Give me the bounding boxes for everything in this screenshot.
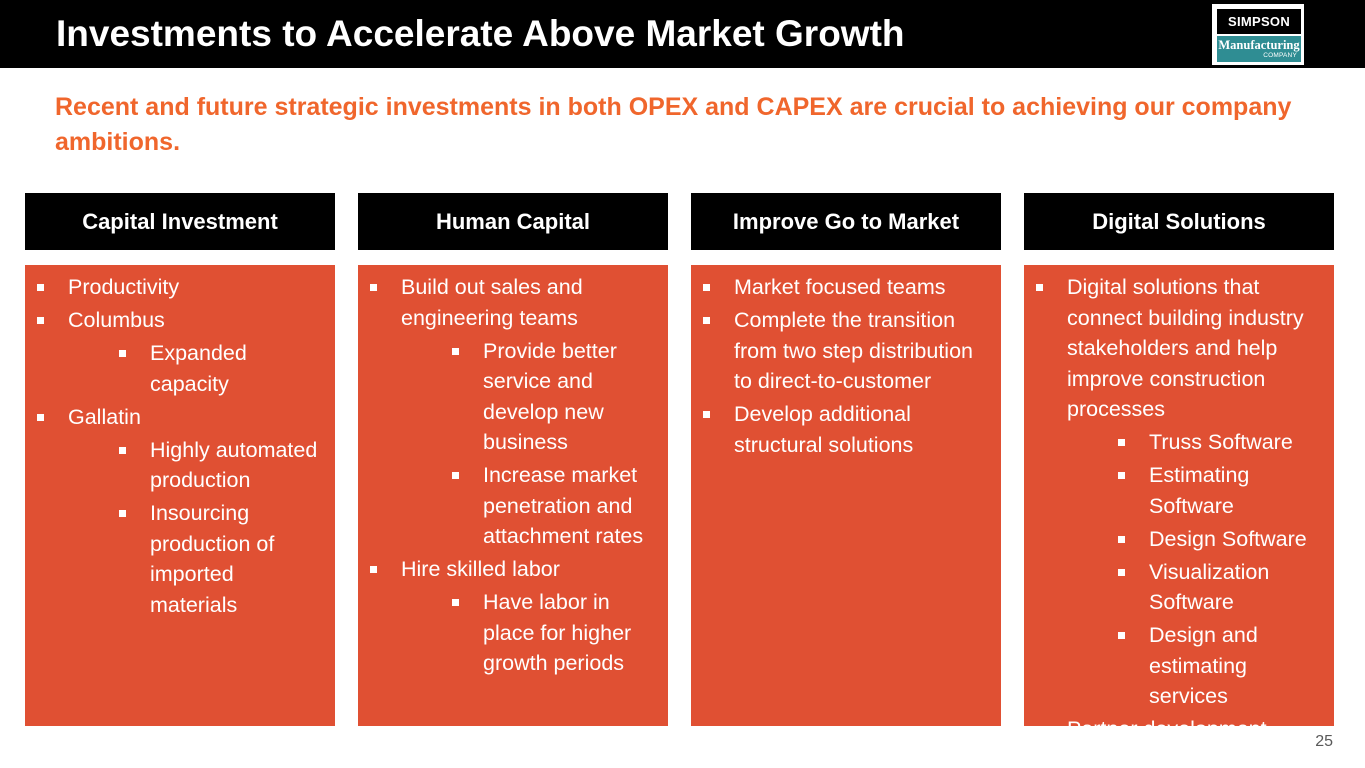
sub-bullet-item: Estimating Software — [1067, 460, 1324, 521]
sub-bullet-item: Highly automated production — [68, 435, 325, 496]
column-body-digital-solutions: Digital solutions that connect building … — [1024, 265, 1334, 741]
bullet-text: Develop additional structural solutions — [734, 402, 914, 457]
square-bullet-icon — [1118, 439, 1125, 446]
square-bullet-icon — [703, 317, 710, 324]
sub-bullet-text: Design and estimating services — [1149, 623, 1258, 708]
bullet-text: Market focused teams — [734, 275, 946, 299]
bullet-text: Hire skilled labor — [401, 557, 560, 581]
sub-bullet-list: Have labor in place for higher growth pe… — [401, 587, 658, 679]
bullet-text: Partner development — [1067, 717, 1267, 741]
bullet-item: Partner development — [1036, 714, 1324, 745]
logo-bottom-text: COMPANY — [1263, 52, 1297, 59]
column-header-human-capital: Human Capital — [358, 193, 668, 250]
slide-title: Investments to Accelerate Above Market G… — [56, 13, 905, 54]
sub-bullet-item: Visualization Software — [1067, 557, 1324, 618]
title-bar: Investments to Accelerate Above Market G… — [0, 0, 1365, 68]
company-logo: SIMPSON Manufacturing COMPANY — [1212, 4, 1304, 65]
bullet-list: Digital solutions that connect building … — [1036, 272, 1324, 745]
sub-bullet-text: Increase market penetration and attachme… — [483, 463, 644, 548]
sub-bullet-list: Expanded capacity — [68, 338, 325, 399]
sub-bullet-list: Highly automated production Insourcing pr… — [68, 435, 325, 621]
sub-bullet-text: Insourcing production of imported materi… — [150, 501, 275, 617]
bullet-text: Columbus — [68, 308, 165, 332]
bullet-list: Build out sales and engineering teams Pro… — [370, 272, 658, 679]
bullet-text: Build out sales and engineering teams — [401, 275, 583, 330]
bullet-text: Complete the transition from two step di… — [734, 308, 973, 393]
square-bullet-icon — [452, 347, 459, 355]
square-bullet-icon — [1118, 472, 1125, 479]
bullet-list: Productivity Columbus Expanded capacity Gal… — [37, 272, 325, 620]
bullet-item: Build out sales and engineering teams Pro… — [370, 272, 658, 552]
sub-bullet-text: Truss Software — [1149, 430, 1293, 454]
bullet-item: Digital solutions that connect building … — [1036, 272, 1324, 712]
sub-bullet-text: Estimating Software — [1149, 463, 1250, 518]
sub-bullet-text: Expanded capacity — [150, 341, 247, 396]
square-bullet-icon — [370, 566, 377, 573]
square-bullet-icon — [1118, 568, 1125, 576]
column-header-digital-solutions: Digital Solutions — [1024, 193, 1334, 250]
square-bullet-icon — [1036, 726, 1043, 733]
square-bullet-icon — [119, 350, 126, 357]
sub-bullet-item: Design and estimating services — [1067, 620, 1324, 712]
sub-bullet-text: Visualization Software — [1149, 559, 1270, 615]
sub-bullet-item: Increase market penetration and attachme… — [401, 460, 658, 552]
bullet-item: Complete the transition from two step di… — [703, 305, 991, 397]
sub-bullet-item: Design Software — [1067, 524, 1324, 555]
bullet-item: Develop additional structural solutions — [703, 399, 991, 460]
sub-bullet-item: Provide better service and develop new b… — [401, 336, 658, 458]
bullet-item: Columbus Expanded capacity — [37, 305, 325, 399]
column-body-go-to-market: Market focused teams Complete the transit… — [691, 265, 1001, 726]
bullet-item: Market focused teams — [703, 272, 991, 303]
square-bullet-icon — [119, 510, 126, 517]
logo-top-text: SIMPSON — [1217, 9, 1301, 34]
column-body-capital-investment: Productivity Columbus Expanded capacity Gal… — [25, 265, 335, 726]
sub-bullet-text: Provide better service and develop new b… — [483, 338, 617, 455]
bullet-item: Productivity — [37, 272, 325, 303]
square-bullet-icon — [370, 284, 377, 291]
square-bullet-icon — [1036, 284, 1043, 291]
slide-subtitle: Recent and future strategic investments … — [55, 93, 1292, 156]
sub-bullet-item: Have labor in place for higher growth pe… — [401, 587, 658, 679]
logo-bottom-panel: Manufacturing COMPANY — [1217, 36, 1301, 62]
square-bullet-icon — [119, 446, 126, 454]
column-body-human-capital: Build out sales and engineering teams Pro… — [358, 265, 668, 726]
sub-bullet-list: Truss Software Estimating Software Design … — [1067, 427, 1324, 712]
sub-bullet-text: Design Software — [1149, 526, 1307, 551]
page-number: 25 — [1315, 733, 1333, 750]
square-bullet-icon — [452, 599, 459, 606]
column-header-capital-investment: Capital Investment — [25, 193, 335, 250]
sub-bullet-item: Insourcing production of imported materi… — [68, 498, 325, 620]
bullet-item: Hire skilled labor Have labor in place fo… — [370, 554, 658, 679]
bullet-item: Gallatin Highly automated production Insou… — [37, 402, 325, 621]
bullet-text: Gallatin — [68, 404, 141, 429]
bullet-list: Market focused teams Complete the transit… — [703, 272, 991, 460]
bullet-text: Productivity — [68, 275, 180, 299]
square-bullet-icon — [703, 284, 710, 291]
column-header-go-to-market: Improve Go to Market — [691, 193, 1001, 250]
sub-bullet-list: Provide better service and develop new b… — [401, 336, 658, 552]
square-bullet-icon — [37, 413, 44, 421]
square-bullet-icon — [703, 411, 710, 418]
square-bullet-icon — [37, 317, 44, 324]
sub-bullet-item: Truss Software — [1067, 427, 1324, 458]
square-bullet-icon — [1118, 535, 1125, 543]
sub-bullet-text: Highly automated production — [150, 437, 318, 493]
square-bullet-icon — [1118, 632, 1125, 639]
square-bullet-icon — [37, 284, 44, 291]
bullet-text: Digital solutions that connect building … — [1067, 275, 1304, 421]
logo-middle-text: Manufacturing — [1218, 38, 1300, 52]
sub-bullet-item: Expanded capacity — [68, 338, 325, 399]
sub-bullet-text: Have labor in place for higher growth pe… — [483, 590, 632, 675]
square-bullet-icon — [452, 472, 459, 479]
